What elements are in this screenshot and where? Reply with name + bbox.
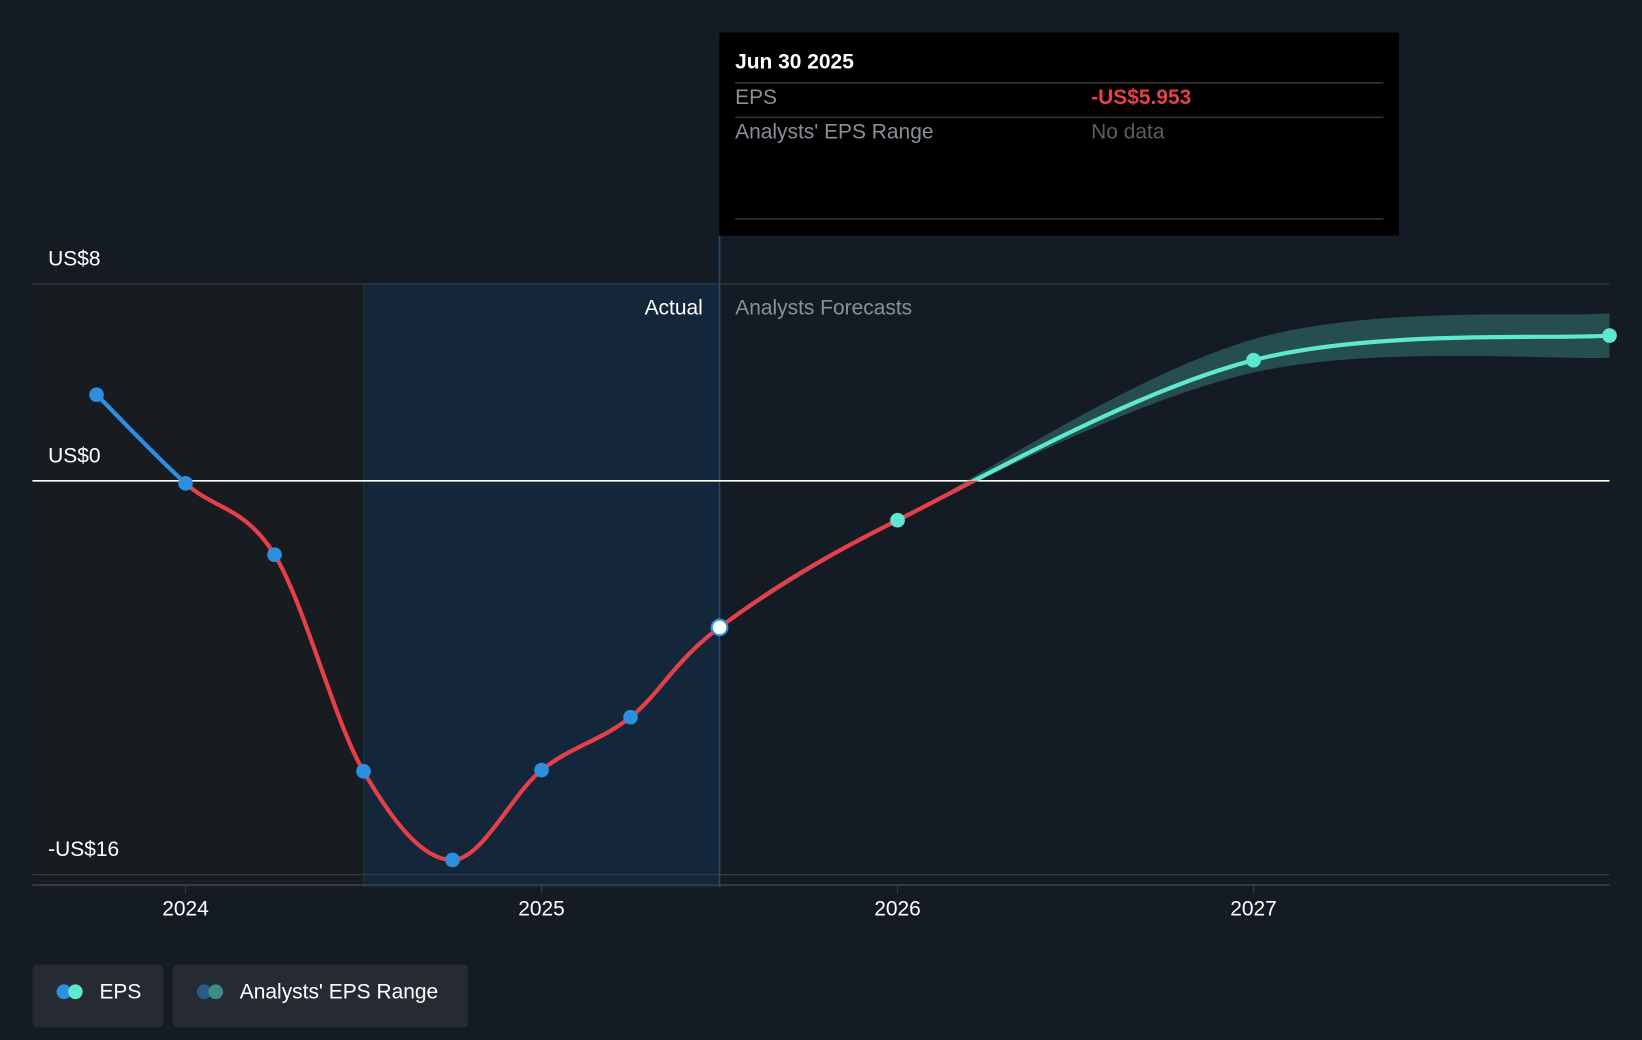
eps-point[interactable] — [445, 852, 460, 868]
eps-range-band — [719, 313, 1610, 628]
past-region — [32, 283, 364, 888]
tooltip-value: No data — [1091, 121, 1165, 144]
y-tick-label: -US$16 — [48, 838, 119, 861]
legend-label: EPS — [99, 980, 141, 1003]
forecast-label: Analysts Forecasts — [735, 297, 912, 320]
legend-item[interactable]: Analysts' EPS Range — [172, 964, 469, 1028]
y-tick-label: US$0 — [48, 444, 100, 467]
legend-swatch — [56, 984, 72, 1000]
x-tick-label: 2027 — [1230, 898, 1277, 921]
eps-point[interactable] — [890, 512, 905, 528]
tooltip-box — [719, 32, 1400, 236]
eps-point[interactable] — [1602, 328, 1617, 343]
legend-item[interactable]: EPS — [32, 964, 164, 1028]
x-tick-label: 2024 — [162, 898, 209, 921]
eps-point[interactable] — [356, 763, 371, 779]
legend-swatch — [196, 984, 212, 1000]
tooltip-value: -US$5.953 — [1091, 86, 1191, 109]
legend-label: Analysts' EPS Range — [240, 980, 438, 1003]
actual-region — [363, 283, 720, 888]
eps-line-forecast — [969, 333, 1610, 481]
legend-swatch — [68, 984, 83, 1000]
eps-point[interactable] — [89, 387, 104, 402]
y-tick-label: US$8 — [48, 247, 100, 270]
eps-point[interactable] — [534, 762, 549, 778]
actual-label: Actual — [645, 297, 703, 320]
x-tick-label: 2026 — [874, 898, 921, 921]
x-tick-label: 2025 — [518, 898, 565, 921]
eps-point[interactable] — [267, 547, 282, 563]
eps-point[interactable] — [1246, 352, 1261, 368]
tooltip-label: Analysts' EPS Range — [735, 121, 933, 144]
legend-box — [172, 964, 469, 1028]
eps-point[interactable] — [710, 618, 729, 637]
eps-point[interactable] — [178, 475, 193, 491]
legend-swatch — [208, 984, 224, 1000]
eps-point[interactable] — [623, 709, 638, 725]
tooltip-title: Jun 30 2025 — [735, 50, 854, 73]
tooltip-label: EPS — [735, 86, 777, 109]
legend-box — [32, 964, 164, 1028]
